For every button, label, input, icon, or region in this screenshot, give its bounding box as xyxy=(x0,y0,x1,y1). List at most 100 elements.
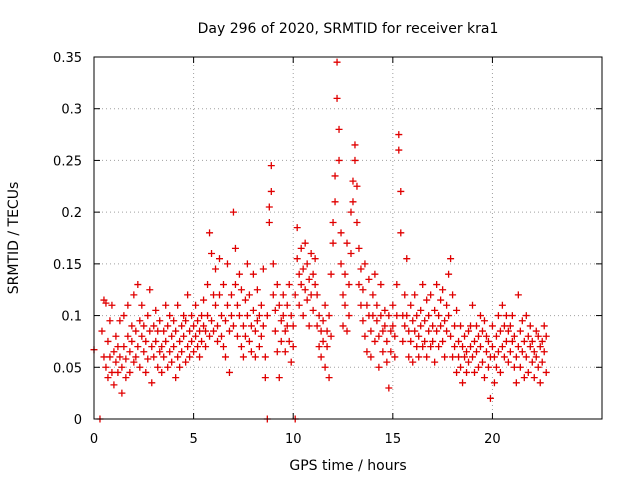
data-point xyxy=(367,353,375,361)
data-point xyxy=(417,322,425,330)
data-point xyxy=(455,337,463,345)
data-point xyxy=(182,358,190,366)
data-point xyxy=(327,270,335,278)
data-point xyxy=(329,218,337,226)
data-point xyxy=(449,291,457,299)
data-point xyxy=(214,322,222,330)
data-point xyxy=(303,260,311,268)
data-point xyxy=(387,348,395,356)
data-point xyxy=(241,296,249,304)
data-point xyxy=(120,312,128,320)
data-point xyxy=(283,322,291,330)
data-point xyxy=(524,332,532,340)
data-points xyxy=(90,58,550,423)
data-point xyxy=(339,291,347,299)
data-point xyxy=(377,312,385,320)
data-point xyxy=(469,353,477,361)
data-point xyxy=(255,343,263,351)
data-point xyxy=(186,327,194,335)
data-point xyxy=(407,301,415,309)
data-point xyxy=(212,301,220,309)
data-point xyxy=(110,348,118,356)
data-point xyxy=(249,306,257,314)
data-point xyxy=(480,374,488,382)
data-point xyxy=(200,296,208,304)
data-point xyxy=(112,332,120,340)
data-point xyxy=(219,281,227,289)
data-point xyxy=(417,306,425,314)
data-point xyxy=(319,337,327,345)
data-point xyxy=(237,343,245,351)
data-point xyxy=(389,301,397,309)
data-point xyxy=(208,317,216,325)
data-point xyxy=(373,317,381,325)
y-tick-label: 0.15 xyxy=(53,258,82,273)
data-point xyxy=(363,348,371,356)
data-point xyxy=(447,332,455,340)
data-point xyxy=(532,353,540,361)
data-point xyxy=(407,337,415,345)
axis-ticks xyxy=(93,56,602,420)
data-point xyxy=(202,327,210,335)
data-point xyxy=(329,239,337,247)
data-point xyxy=(186,353,194,361)
data-point xyxy=(504,327,512,335)
data-point xyxy=(482,332,490,340)
data-point xyxy=(208,250,216,258)
data-point xyxy=(522,353,530,361)
data-point xyxy=(307,250,315,258)
data-point xyxy=(152,337,160,345)
data-point xyxy=(482,348,490,356)
data-point xyxy=(291,291,299,299)
data-point xyxy=(381,306,389,314)
data-point xyxy=(102,299,110,307)
data-point xyxy=(162,301,170,309)
data-point xyxy=(435,343,443,351)
data-point xyxy=(126,348,134,356)
data-point xyxy=(377,281,385,289)
data-point xyxy=(333,58,341,66)
data-point xyxy=(210,327,218,335)
data-point xyxy=(106,317,114,325)
data-point xyxy=(114,368,122,376)
data-point xyxy=(277,317,285,325)
data-point xyxy=(476,312,484,320)
data-point xyxy=(216,255,224,263)
data-point xyxy=(305,322,313,330)
data-point xyxy=(194,343,202,351)
data-point xyxy=(508,337,516,345)
data-point xyxy=(395,146,403,154)
data-point xyxy=(176,337,184,345)
data-point xyxy=(484,337,492,345)
data-point xyxy=(251,327,259,335)
data-point xyxy=(363,301,371,309)
data-point xyxy=(528,337,536,345)
y-tick-label: 0.35 xyxy=(53,51,82,66)
data-point xyxy=(419,281,427,289)
data-point xyxy=(247,322,255,330)
data-point xyxy=(353,182,361,190)
data-point xyxy=(164,322,172,330)
data-point xyxy=(245,337,253,345)
data-point xyxy=(138,332,146,340)
data-point xyxy=(114,343,122,351)
data-point xyxy=(152,306,160,314)
data-point xyxy=(128,337,136,345)
data-point xyxy=(138,301,146,309)
data-point xyxy=(204,312,212,320)
data-point xyxy=(453,368,461,376)
data-point xyxy=(265,218,273,226)
y-tick-label: 0.25 xyxy=(53,154,82,169)
x-tick-labels: 0 5 10 15 20 xyxy=(90,432,501,447)
x-tick-label: 20 xyxy=(484,432,501,447)
data-point xyxy=(457,322,465,330)
data-point xyxy=(343,239,351,247)
data-point xyxy=(273,281,281,289)
data-point xyxy=(269,260,277,268)
data-point xyxy=(351,141,359,149)
data-point xyxy=(453,306,461,314)
data-point xyxy=(528,358,536,366)
data-point xyxy=(534,363,542,371)
data-point xyxy=(216,291,224,299)
data-point xyxy=(192,301,200,309)
